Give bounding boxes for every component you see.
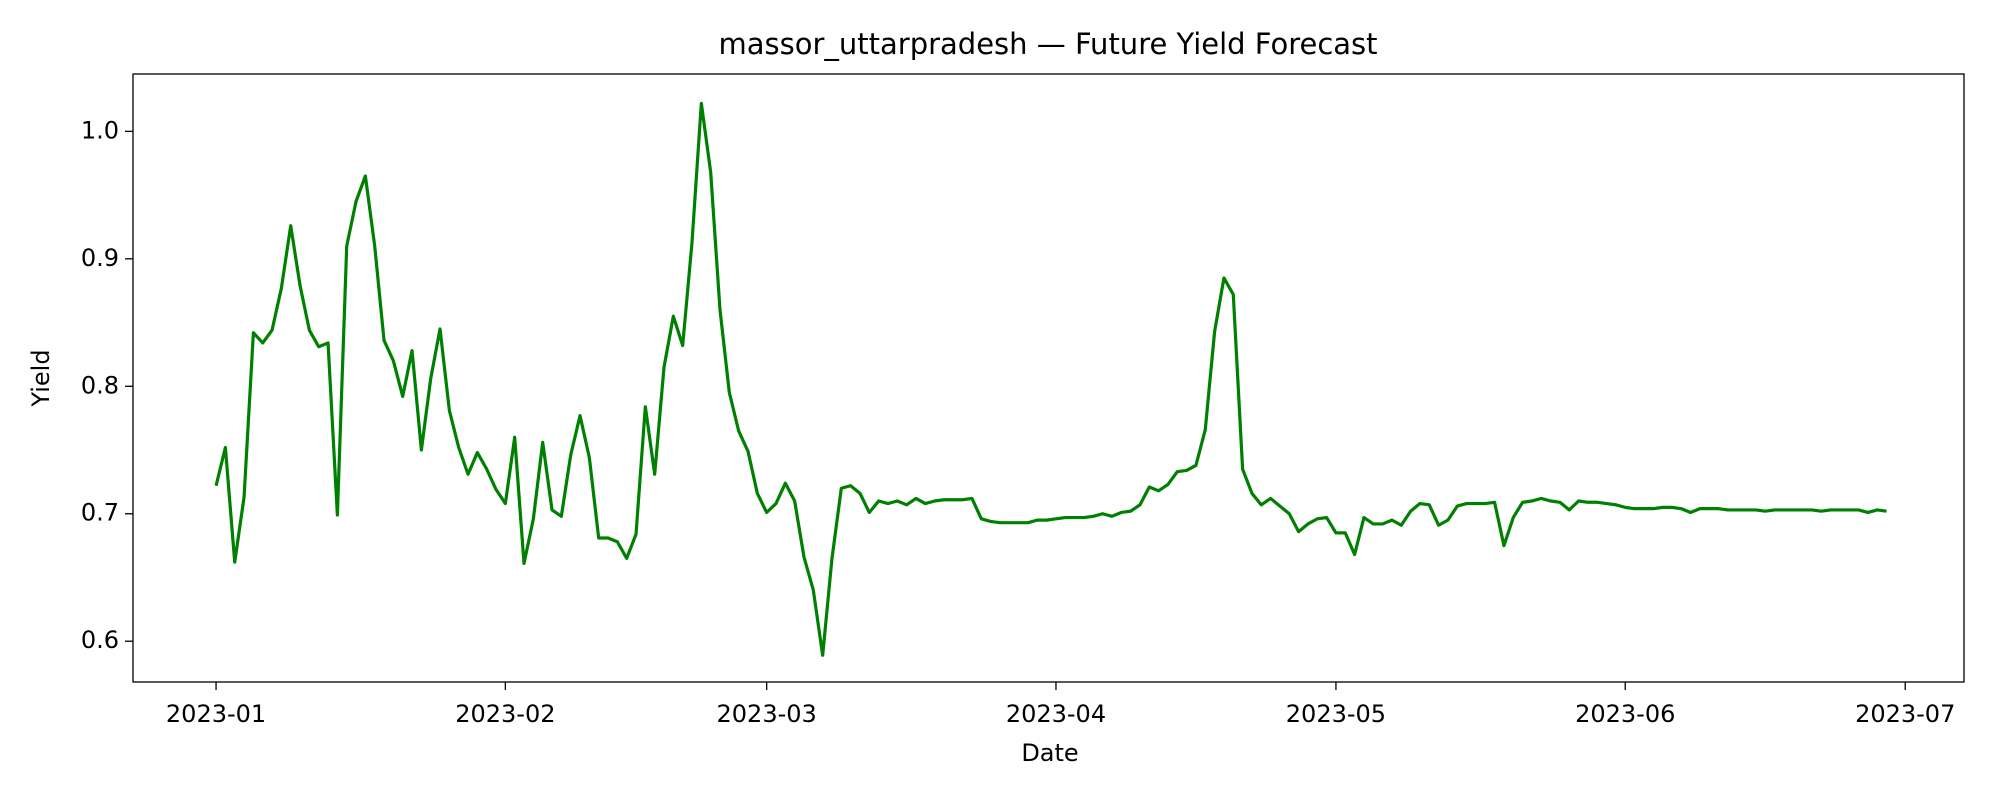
y-tick-label: 0.6 (81, 626, 119, 654)
x-tick-label: 2023-06 (1575, 700, 1675, 728)
y-tick-label: 0.8 (81, 371, 119, 399)
x-tick-label: 2023-03 (717, 700, 817, 728)
x-tick-label: 2023-02 (455, 700, 555, 728)
line (214, 101, 1887, 657)
x-tick-label: 2023-01 (166, 700, 266, 728)
y-tick-label: 1.0 (81, 116, 119, 144)
y-axis-label: Yield (27, 349, 55, 407)
chart-title: massor_uttarpradesh — Future Yield Forec… (718, 27, 1377, 61)
y-tick-label: 0.9 (81, 244, 119, 272)
x-tick-label: 2023-05 (1286, 700, 1386, 728)
plot-frame (132, 73, 1965, 683)
x-tick-label: 2023-07 (1855, 700, 1955, 728)
y-tick-label: 0.7 (81, 499, 119, 527)
x-axis-label: Date (1021, 739, 1078, 767)
x-tick-label: 2023-04 (1006, 700, 1106, 728)
